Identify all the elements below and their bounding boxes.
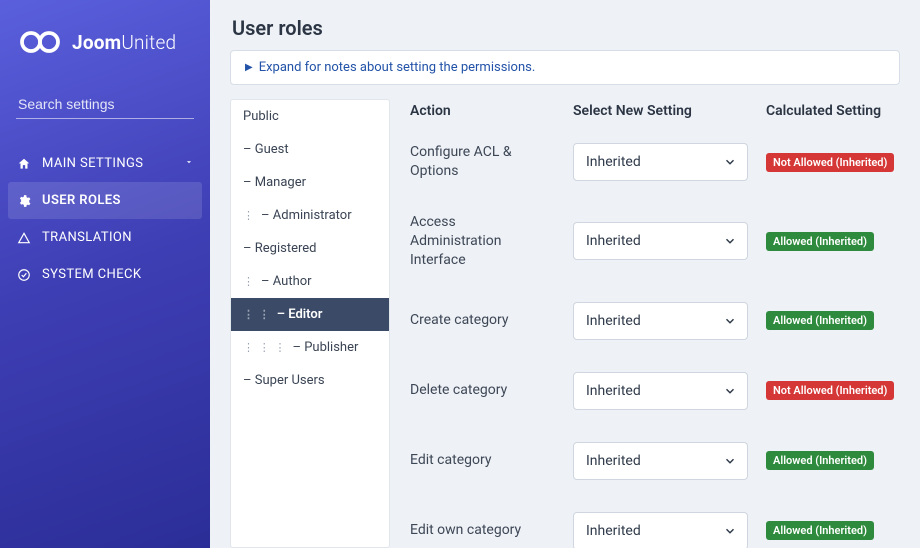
main: User roles ▶ Expand for notes about sett… — [210, 0, 920, 548]
select-value: Inherited — [586, 383, 641, 399]
permission-row: Edit own category Inherited Allowed (Inher… — [410, 502, 896, 548]
permission-select[interactable]: Inherited — [573, 442, 748, 480]
notes-expander[interactable]: ▶ Expand for notes about setting the per… — [230, 50, 900, 85]
tree-depth-indicator: ⋮ — [243, 275, 255, 288]
permission-action: Edit own category — [410, 521, 555, 540]
permission-select[interactable]: Inherited — [573, 302, 748, 340]
permission-select[interactable]: Inherited — [573, 143, 748, 181]
role-item[interactable]: – Guest — [231, 133, 389, 166]
search-wrap — [16, 90, 194, 119]
role-item[interactable]: – Manager — [231, 166, 389, 199]
permission-action: Edit category — [410, 451, 555, 470]
brand-logo-icon — [16, 28, 64, 56]
tree-depth-indicator: ⋮ — [243, 209, 255, 222]
nav-item-translation[interactable]: TRANSLATION — [8, 219, 202, 256]
sidebar: JoomUnited MAIN SETTINGS USER ROLES TRAN… — [0, 0, 210, 548]
role-label: – Manager — [243, 175, 306, 190]
triangle-right-icon: ▶ — [245, 62, 253, 73]
badge-allowed: Allowed (Inherited) — [766, 521, 874, 540]
select-value: Inherited — [586, 313, 641, 329]
badge-not-allowed: Not Allowed (Inherited) — [766, 381, 894, 400]
permission-select[interactable]: Inherited — [573, 512, 748, 548]
col-setting: Select New Setting — [573, 103, 748, 119]
content-row: Public – Guest – Manager ⋮ – Administrator – … — [230, 99, 900, 548]
permission-select[interactable]: Inherited — [573, 222, 748, 260]
role-label: Public — [243, 109, 279, 124]
tree-depth-indicator: ⋮ ⋮ — [243, 308, 271, 321]
chevron-down-icon — [723, 384, 737, 398]
nav-label: USER ROLES — [42, 193, 121, 208]
chevron-down-icon — [723, 155, 737, 169]
nav-label: SYSTEM CHECK — [42, 267, 141, 282]
role-label: – Editor — [277, 307, 323, 322]
role-item[interactable]: ⋮ ⋮ – Editor — [231, 298, 389, 331]
permission-select[interactable]: Inherited — [573, 372, 748, 410]
permission-action: Configure ACL & Options — [410, 143, 555, 181]
permissions-panel: Action Select New Setting Calculated Set… — [410, 99, 900, 548]
page-title: User roles — [232, 16, 900, 40]
tree-depth-indicator: ⋮ ⋮ ⋮ — [243, 341, 286, 354]
nav-item-main-settings[interactable]: MAIN SETTINGS — [8, 145, 202, 182]
permission-action: Create category — [410, 311, 555, 330]
brand-name: JoomUnited — [72, 31, 176, 54]
permission-action: Access Administration Interface — [410, 213, 555, 270]
brand-name-bold: Joom — [72, 31, 121, 54]
calculated-cell: Allowed (Inherited) — [766, 451, 896, 470]
role-item[interactable]: ⋮ – Author — [231, 265, 389, 298]
calculated-cell: Allowed (Inherited) — [766, 521, 896, 540]
nav: MAIN SETTINGS USER ROLES TRANSLATION SYS… — [16, 145, 194, 293]
chevron-down-icon — [184, 157, 194, 170]
roles-panel: Public – Guest – Manager ⋮ – Administrator – … — [230, 99, 390, 548]
brand-name-light: United — [121, 31, 176, 54]
role-label: – Guest — [243, 142, 289, 157]
role-item[interactable]: – Registered — [231, 232, 389, 265]
permissions-header: Action Select New Setting Calculated Set… — [410, 99, 896, 133]
calculated-cell: Allowed (Inherited) — [766, 232, 896, 251]
role-item[interactable]: Public — [231, 100, 389, 133]
permission-row: Configure ACL & Options Inherited Not Allo… — [410, 133, 896, 203]
role-item[interactable]: ⋮ – Administrator — [231, 199, 389, 232]
select-value: Inherited — [586, 154, 641, 170]
notes-text: Expand for notes about setting the permi… — [259, 60, 536, 75]
brand: JoomUnited — [16, 28, 194, 56]
permission-row: Delete category Inherited Not Allowed (Inh… — [410, 362, 896, 432]
badge-allowed: Allowed (Inherited) — [766, 451, 874, 470]
badge-not-allowed: Not Allowed (Inherited) — [766, 153, 894, 172]
search-input[interactable] — [16, 90, 194, 119]
calculated-cell: Not Allowed (Inherited) — [766, 153, 896, 172]
nav-item-user-roles[interactable]: USER ROLES — [8, 182, 202, 219]
permission-row: Edit category Inherited Allowed (Inherited… — [410, 432, 896, 502]
select-value: Inherited — [586, 523, 641, 539]
badge-allowed: Allowed (Inherited) — [766, 232, 874, 251]
check-circle-icon — [16, 268, 32, 282]
chevron-down-icon — [723, 314, 737, 328]
role-label: – Author — [261, 274, 312, 289]
nav-item-system-check[interactable]: SYSTEM CHECK — [8, 256, 202, 293]
chevron-down-icon — [723, 454, 737, 468]
calculated-cell: Not Allowed (Inherited) — [766, 381, 896, 400]
role-label: – Super Users — [243, 373, 325, 388]
select-value: Inherited — [586, 233, 641, 249]
permission-row: Access Administration Interface Inherited… — [410, 203, 896, 292]
role-item[interactable]: – Super Users — [231, 364, 389, 397]
role-label: – Administrator — [261, 208, 352, 223]
select-value: Inherited — [586, 453, 641, 469]
badge-allowed: Allowed (Inherited) — [766, 311, 874, 330]
calculated-cell: Allowed (Inherited) — [766, 311, 896, 330]
nav-label: MAIN SETTINGS — [42, 156, 143, 171]
role-label: – Publisher — [292, 340, 358, 355]
col-action: Action — [410, 103, 555, 119]
chevron-down-icon — [723, 524, 737, 538]
role-label: – Registered — [243, 241, 317, 256]
role-item[interactable]: ⋮ ⋮ ⋮ – Publisher — [231, 331, 389, 364]
col-calc: Calculated Setting — [766, 103, 896, 119]
home-icon — [16, 157, 32, 171]
gear-icon — [16, 194, 32, 208]
nav-label: TRANSLATION — [42, 230, 132, 245]
triangle-icon — [16, 231, 32, 245]
permission-action: Delete category — [410, 381, 555, 400]
permission-row: Create category Inherited Allowed (Inherit… — [410, 292, 896, 362]
chevron-down-icon — [723, 234, 737, 248]
